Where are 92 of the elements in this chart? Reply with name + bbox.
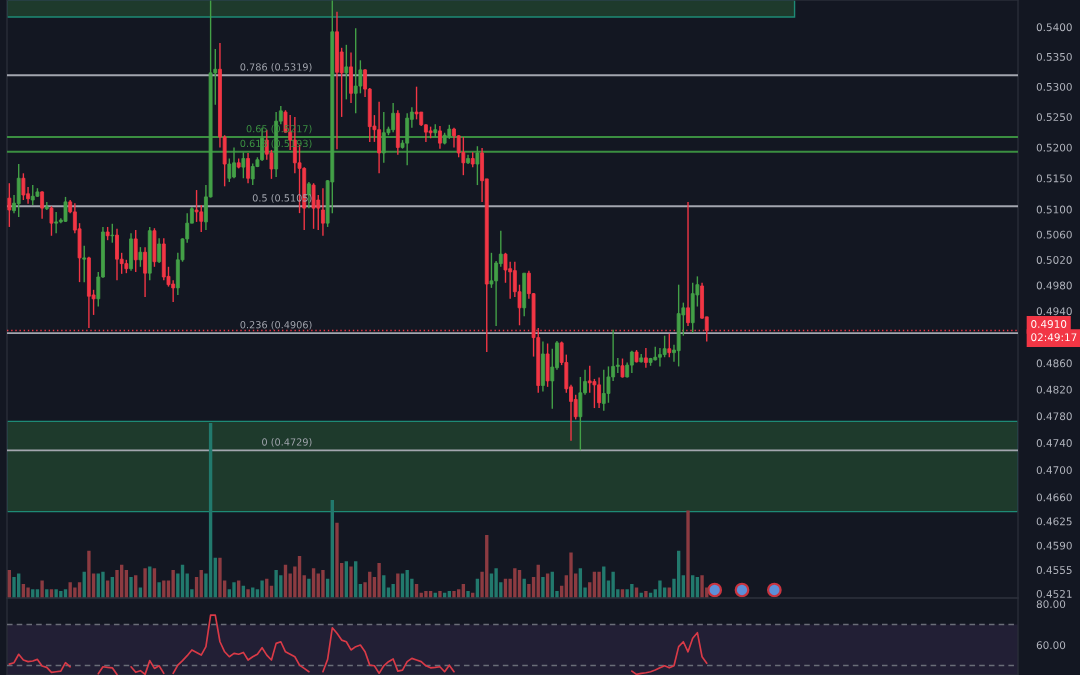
- candlestick: [7, 182, 12, 228]
- candlestick: [49, 205, 54, 237]
- bar: [644, 591, 648, 598]
- y-tick-label: 0.4625: [1036, 517, 1072, 526]
- candlestick: [592, 378, 597, 409]
- y-tick-label: 0.5200: [1036, 143, 1072, 152]
- y-tick-label: 0.4980: [1036, 281, 1072, 290]
- y-tick-label: 80.00: [1036, 600, 1066, 609]
- bar: [686, 510, 690, 598]
- candlestick: [82, 245, 87, 283]
- candlestick: [194, 189, 199, 223]
- bar: [87, 550, 91, 598]
- bar: [218, 557, 222, 598]
- bar: [307, 578, 311, 598]
- y-tick-label: 0.4700: [1036, 466, 1072, 475]
- candlestick: [143, 246, 147, 298]
- bar: [438, 591, 442, 598]
- candlestick: [414, 85, 419, 121]
- candlestick: [461, 136, 466, 176]
- y-tick-label: 0.4940: [1036, 307, 1072, 316]
- bar: [658, 580, 662, 598]
- bar: [171, 570, 175, 598]
- y-tick-label: 0.5250: [1036, 113, 1072, 122]
- candlestick: [54, 211, 59, 234]
- candlestick: [344, 44, 349, 101]
- text: 0.4910: [1031, 320, 1067, 328]
- candlestick: [138, 246, 143, 268]
- bar: [541, 577, 545, 598]
- y-tick-label: 0.4660: [1036, 493, 1072, 502]
- y-tick-label: 0.5300: [1036, 82, 1072, 91]
- bar: [12, 577, 16, 598]
- bar: [246, 589, 250, 598]
- candlestick: [63, 196, 68, 223]
- candlestick: [246, 152, 250, 184]
- y-tick-label: 60.00: [1036, 641, 1066, 650]
- bar: [424, 591, 428, 598]
- bar: [274, 570, 278, 598]
- bar: [700, 575, 704, 598]
- bar: [349, 566, 353, 598]
- candlestick: [110, 223, 115, 244]
- candlestick: [620, 357, 625, 379]
- bar: [377, 563, 381, 598]
- y-tick-label: 0.5350: [1036, 52, 1072, 61]
- y-tick-label: 0.4860: [1036, 359, 1072, 368]
- y-tick-label: 0.4521: [1036, 589, 1072, 598]
- bar: [26, 587, 30, 598]
- candlestick: [241, 151, 246, 179]
- y-tick-label: 0.5150: [1036, 174, 1072, 183]
- ref-line-label: 0 (0.4729): [262, 438, 312, 447]
- bar: [321, 570, 325, 598]
- candlestick: [133, 229, 138, 273]
- bar: [101, 571, 105, 598]
- candlestick: [643, 347, 648, 369]
- y-tick-label: 0.4780: [1036, 412, 1072, 421]
- candlestick: [475, 145, 480, 186]
- bar: [569, 552, 573, 598]
- bar: [452, 591, 456, 598]
- y-tick-label: 0.4590: [1036, 541, 1072, 550]
- bar: [157, 582, 161, 598]
- ref-line-label: 0.786 (0.5319): [240, 63, 312, 72]
- candlestick: [321, 187, 325, 237]
- bar: [40, 580, 44, 598]
- y-tick-label: 0.5020: [1036, 256, 1072, 264]
- candlestick: [667, 333, 672, 358]
- candlestick: [358, 59, 363, 95]
- bar: [597, 571, 601, 598]
- y-tick-label: 0.4740: [1036, 439, 1072, 447]
- bar: [611, 571, 615, 598]
- bar: [466, 591, 470, 598]
- bar: [494, 568, 498, 598]
- y-tick-label: 0.5400: [1036, 23, 1072, 32]
- y-tick-label: 0.5100: [1036, 205, 1072, 214]
- y-tick-label: 0.5060: [1036, 230, 1072, 239]
- candlestick: [438, 125, 442, 150]
- y-tick-label: 0.4555: [1036, 566, 1072, 574]
- candlestick: [21, 172, 26, 201]
- candlestick: [40, 190, 45, 220]
- bar: [143, 568, 147, 598]
- candlestick: [157, 237, 162, 264]
- y-tick-label: 0.4820: [1036, 385, 1072, 394]
- bar: [232, 582, 236, 598]
- candlestick: [227, 157, 232, 183]
- bar: [335, 522, 339, 598]
- candlestick: [686, 201, 690, 327]
- candlestick: [311, 182, 316, 230]
- candlestick: [615, 357, 620, 374]
- bar: [396, 573, 400, 598]
- text: 02:49:17: [1031, 333, 1077, 342]
- bar: [391, 584, 395, 598]
- ref-line-label: 0.236 (0.4906): [240, 320, 312, 330]
- bar: [260, 580, 264, 598]
- bar: [129, 577, 133, 598]
